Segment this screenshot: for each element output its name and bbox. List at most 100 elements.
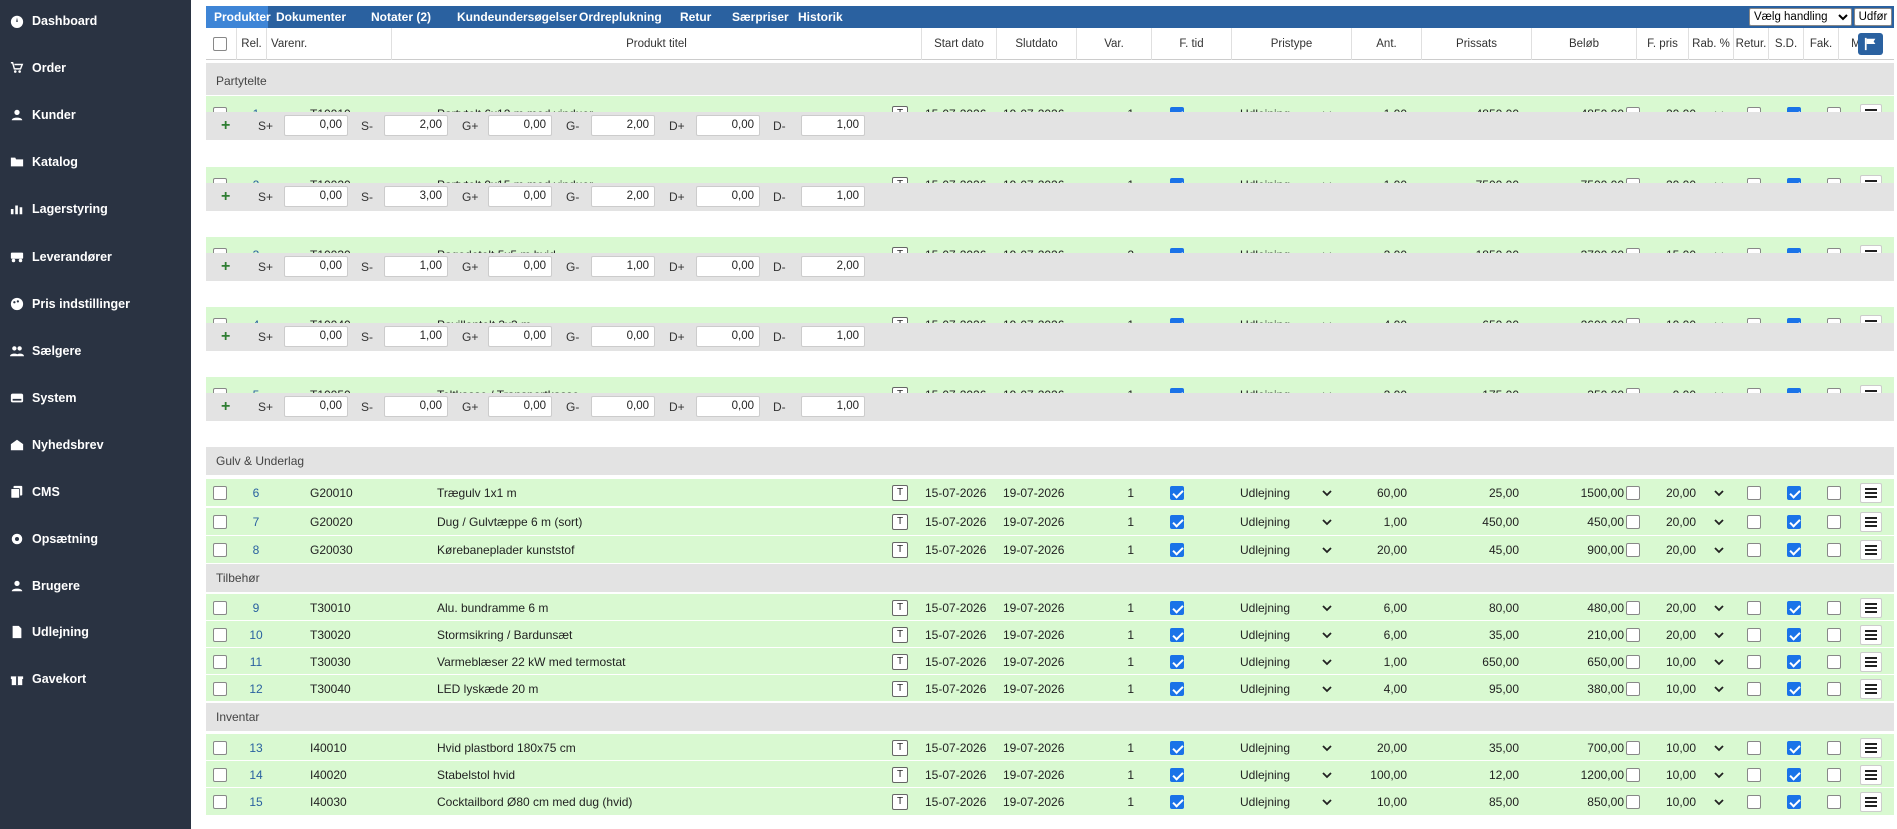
row-rel-link[interactable]: 15 xyxy=(249,795,263,809)
sidebar-item-leverandører[interactable]: Leverandører xyxy=(10,247,112,267)
chevron-down-icon[interactable] xyxy=(1321,742,1333,754)
tab-notater-2[interactable]: Notater (2) xyxy=(371,10,432,24)
text-edit-button[interactable]: T xyxy=(892,653,908,670)
row-select-checkbox[interactable] xyxy=(213,768,227,782)
row-invoice-checkbox[interactable] xyxy=(1787,515,1801,529)
row-rel-link[interactable]: 8 xyxy=(252,543,260,557)
sidebar-item-udlejning[interactable]: Udlejning xyxy=(10,622,89,642)
sub-input[interactable]: 0,00 xyxy=(696,396,760,417)
chevron-down-icon[interactable] xyxy=(1713,602,1725,614)
row-sd-checkbox[interactable] xyxy=(1747,627,1761,642)
row-invoice-checkbox[interactable] xyxy=(1787,681,1801,696)
chevron-down-icon[interactable] xyxy=(1713,796,1725,808)
text-edit-button[interactable]: T xyxy=(892,485,908,501)
row-fixed-time-checkbox[interactable] xyxy=(1170,795,1184,809)
sidebar-item-dashboard[interactable]: Dashboard xyxy=(10,11,97,31)
sub-input[interactable]: 0,00 xyxy=(488,326,552,347)
row-fixed-time-checkbox[interactable] xyxy=(1170,627,1184,642)
row-rel-link[interactable]: 11 xyxy=(249,654,263,669)
row-menu-button[interactable] xyxy=(1860,738,1882,758)
row-pricetype-select[interactable]: Udlejning xyxy=(1240,486,1291,500)
chevron-down-icon[interactable] xyxy=(1713,769,1725,781)
row-menu-button[interactable] xyxy=(1860,540,1882,560)
row-rel-link[interactable]: 7 xyxy=(252,515,260,529)
row-manual-invoice-checkbox[interactable] xyxy=(1827,543,1841,557)
sub-input[interactable]: 1,00 xyxy=(591,256,655,277)
chevron-down-icon[interactable] xyxy=(1321,516,1333,528)
chevron-down-icon[interactable] xyxy=(1713,683,1725,695)
add-icon[interactable]: + xyxy=(221,117,231,134)
add-icon[interactable]: + xyxy=(221,328,231,345)
sub-input[interactable]: 0,00 xyxy=(696,326,760,347)
sub-input[interactable]: 0,00 xyxy=(696,186,760,207)
row-rel-link[interactable]: 13 xyxy=(249,741,263,755)
sidebar-item-lagerstyring[interactable]: Lagerstyring xyxy=(10,199,108,219)
sub-input[interactable]: 0,00 xyxy=(696,115,760,136)
sub-input[interactable]: 0,00 xyxy=(284,326,348,347)
row-pricetype-select[interactable]: Udlejning xyxy=(1240,600,1291,615)
sidebar-item-sælgere[interactable]: Sælgere xyxy=(10,341,81,361)
row-manual-invoice-checkbox[interactable] xyxy=(1827,654,1841,669)
chevron-down-icon[interactable] xyxy=(1713,487,1725,499)
sub-input[interactable]: 0,00 xyxy=(591,396,655,417)
tab-særpriser[interactable]: Særpriser xyxy=(732,10,789,24)
text-edit-button[interactable]: T xyxy=(892,680,908,697)
sidebar-item-kunder[interactable]: Kunder xyxy=(10,105,76,125)
text-edit-button[interactable]: T xyxy=(892,767,908,783)
sub-input[interactable]: 1,00 xyxy=(801,115,865,136)
sidebar-item-cms[interactable]: CMS xyxy=(10,482,60,502)
row-invoice-checkbox[interactable] xyxy=(1787,627,1801,642)
action-select[interactable]: Vælg handling xyxy=(1749,8,1852,26)
sidebar-item-system[interactable]: System xyxy=(10,388,76,408)
row-fixed-time-checkbox[interactable] xyxy=(1170,543,1184,557)
chevron-down-icon[interactable] xyxy=(1321,629,1333,641)
row-pricetype-select[interactable]: Udlejning xyxy=(1240,768,1291,782)
row-manual-invoice-checkbox[interactable] xyxy=(1827,741,1841,755)
row-fixed-time-checkbox[interactable] xyxy=(1170,486,1184,500)
row-select-checkbox[interactable] xyxy=(213,515,227,529)
row-sd-checkbox[interactable] xyxy=(1747,681,1761,696)
row-menu-button[interactable] xyxy=(1860,512,1882,532)
chevron-down-icon[interactable] xyxy=(1713,544,1725,556)
chevron-down-icon[interactable] xyxy=(1321,656,1333,668)
tab-produkter[interactable]: Produkter xyxy=(206,6,271,28)
flag-button[interactable] xyxy=(1858,33,1883,55)
row-rel-link[interactable]: 12 xyxy=(249,681,263,696)
row-pricetype-select[interactable]: Udlejning xyxy=(1240,741,1291,755)
tab-dokumenter[interactable]: Dokumenter xyxy=(276,10,347,24)
sidebar-item-order[interactable]: Order xyxy=(10,58,66,78)
sub-input[interactable]: 0,00 xyxy=(284,115,348,136)
select-all-checkbox[interactable] xyxy=(213,37,227,51)
row-invoice-checkbox[interactable] xyxy=(1787,486,1801,500)
row-manual-invoice-checkbox[interactable] xyxy=(1827,515,1841,529)
row-fixed-price-checkbox[interactable] xyxy=(1626,543,1640,557)
row-rel-link[interactable]: 9 xyxy=(252,600,260,615)
row-menu-button[interactable] xyxy=(1860,765,1882,785)
text-edit-button[interactable]: T xyxy=(892,740,908,756)
row-invoice-checkbox[interactable] xyxy=(1787,543,1801,557)
text-edit-button[interactable]: T xyxy=(892,599,908,616)
tab-retur[interactable]: Retur xyxy=(680,10,712,24)
sub-input[interactable]: 1,00 xyxy=(801,186,865,207)
add-icon[interactable]: + xyxy=(221,258,231,275)
row-menu-button[interactable] xyxy=(1860,792,1882,812)
row-fixed-time-checkbox[interactable] xyxy=(1170,654,1184,669)
sidebar-item-opsætning[interactable]: Opsætning xyxy=(10,529,98,549)
row-invoice-checkbox[interactable] xyxy=(1787,600,1801,615)
row-fixed-price-checkbox[interactable] xyxy=(1626,741,1640,755)
sub-input[interactable]: 0,00 xyxy=(284,186,348,207)
row-fixed-price-checkbox[interactable] xyxy=(1626,486,1640,500)
sidebar-item-pris-indstillinger[interactable]: Pris indstillinger xyxy=(10,294,130,314)
add-icon[interactable]: + xyxy=(221,398,231,415)
row-select-checkbox[interactable] xyxy=(213,795,227,809)
sidebar-item-brugere[interactable]: Brugere xyxy=(10,576,80,596)
sidebar-item-nyhedsbrev[interactable]: Nyhedsbrev xyxy=(10,435,104,455)
row-rel-link[interactable]: 6 xyxy=(252,486,260,500)
sub-input[interactable]: 1,00 xyxy=(384,326,448,347)
sidebar-item-gavekort[interactable]: Gavekort xyxy=(10,669,86,689)
sidebar-item-katalog[interactable]: Katalog xyxy=(10,152,78,172)
sub-input[interactable]: 2,00 xyxy=(384,115,448,136)
sub-input[interactable]: 2,00 xyxy=(801,256,865,277)
chevron-down-icon[interactable] xyxy=(1321,487,1333,499)
row-menu-button[interactable] xyxy=(1860,624,1882,645)
